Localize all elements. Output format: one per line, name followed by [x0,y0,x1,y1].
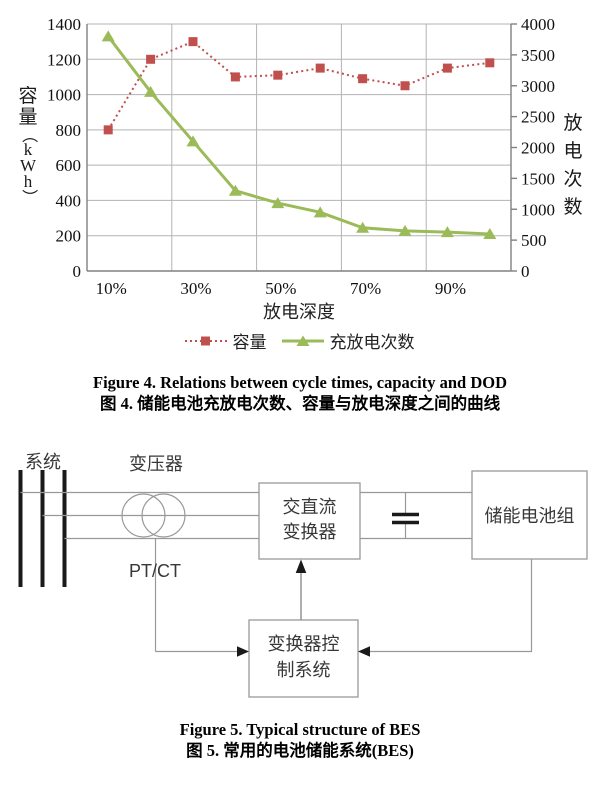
x-axis-title: 放电深度 [263,302,335,322]
svg-text:600: 600 [56,156,82,175]
figure5-diagram: 系统 变压器 PT/CT 交直流 变换器 [0,430,600,712]
y-axis-label-right: 放电次数 [563,113,583,218]
svg-text:200: 200 [56,227,82,246]
svg-text:10%: 10% [96,279,127,298]
control-box-label-line1: 变换器控 [268,634,340,654]
right-arrowhead-icon [237,646,249,657]
figure5-caption: Figure 5. Typical structure of BES 图 5. … [0,719,600,761]
cycles-line-sample-icon [281,334,325,348]
svg-text:1000: 1000 [47,86,81,105]
svg-text:0: 0 [521,262,530,281]
phase-lines [20,491,259,540]
svg-text:0: 0 [73,262,82,281]
battery-box [471,470,588,560]
legend-label-capacity: 容量 [232,333,267,352]
capacity-line-sample-icon [184,334,228,348]
bes-diagram-svg: 系统 变压器 PT/CT 交直流 变换器 [18,452,588,698]
figure5-caption-zh: 图 5. 常用的电池储能系统(BES) [186,741,414,760]
svg-text:1500: 1500 [521,169,555,188]
figure4-caption-zh: 图 4. 储能电池充放电次数、容量与放电深度之间的曲线 [99,394,501,413]
figure4-chart: 0 200 400 600 800 1000 1200 1400 0 500 1000 1500 200… [0,0,600,362]
converter-box [258,482,361,560]
legend-item-capacity: 容量 [184,328,267,353]
up-arrowhead-icon [295,559,307,573]
capacity-series-markers [103,37,495,135]
svg-text:1200: 1200 [47,50,81,69]
chart-plot: 0 200 400 600 800 1000 1200 1400 0 500 1000 1500 200… [0,0,600,300]
dc-link-lines [360,491,472,540]
legend-item-cycles: 充放电次数 [281,328,415,353]
svg-text:30%: 30% [180,279,211,298]
figure4-caption: Figure 4. Relations between cycle times,… [0,372,600,414]
battery-feedback-line [369,559,533,653]
chart-plot-svg: 0 200 400 600 800 1000 1200 1400 0 500 1000 1500 200… [47,15,555,298]
svg-text:3000: 3000 [521,77,555,96]
svg-text:3500: 3500 [521,46,555,65]
svg-text:90%: 90% [435,279,466,298]
capacity-series-line [107,40,490,131]
figure5-caption-en: Figure 5. Typical structure of BES [179,720,421,739]
svg-text:1400: 1400 [47,15,81,34]
system-label: 系统 [25,452,61,472]
left-arrowhead-icon [358,646,370,657]
svg-text:1000: 1000 [521,200,555,219]
control-box [248,619,359,698]
legend-label-cycles: 充放电次数 [329,333,415,352]
battery-box-label: 储能电池组 [485,506,575,526]
cycles-series-markers [101,30,497,239]
grid-busbars-icon [18,470,67,587]
converter-box-label-line1: 交直流 [283,497,337,517]
transformer-label: 变压器 [129,454,183,474]
svg-text:400: 400 [56,191,82,210]
svg-text:500: 500 [521,231,547,250]
ptct-label: PT/CT [129,561,181,581]
svg-text:70%: 70% [350,279,381,298]
figure4-caption-en: Figure 4. Relations between cycle times,… [93,373,507,392]
svg-text:2500: 2500 [521,108,555,127]
transformer-symbol-icon [121,493,186,538]
control-box-label-line2: 制系统 [277,660,331,680]
svg-text:2000: 2000 [521,139,555,158]
dc-capacitor-icon [392,512,419,525]
converter-box-label-line2: 变换器 [283,522,337,542]
svg-text:4000: 4000 [521,15,555,34]
arrowheads [237,559,370,657]
svg-text:50%: 50% [265,279,296,298]
cycles-series-line [107,35,490,236]
svg-text:800: 800 [56,121,82,140]
chart-legend: 容量 充放电次数 [87,328,511,353]
